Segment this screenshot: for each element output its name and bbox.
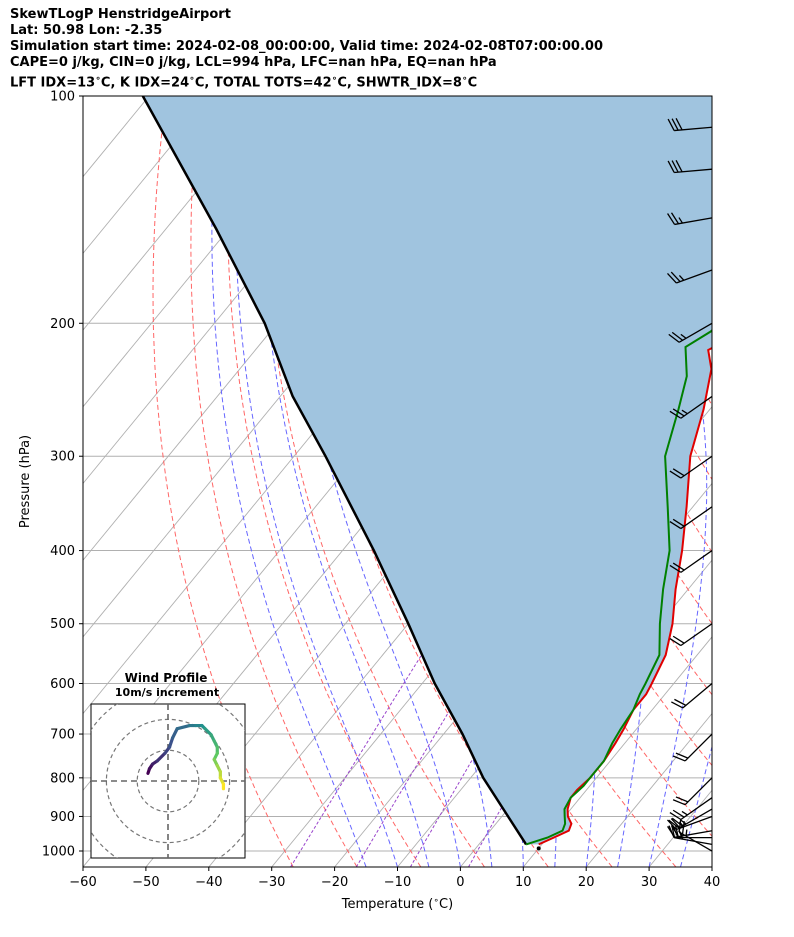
header-line-2: Lat: 50.98 Lon: -2.35 (10, 23, 163, 38)
wind-barb (667, 212, 713, 226)
hodograph-segment (167, 736, 175, 749)
wind-barb (669, 455, 713, 479)
x-tick-label: −50 (132, 875, 159, 890)
y-tick-label: 400 (50, 544, 75, 559)
hodograph-title: Wind Profile (125, 671, 208, 685)
hodograph-ring (136, 749, 200, 813)
moist-adiabat (211, 96, 367, 867)
y-axis-label: Pressure (hPa) (18, 435, 33, 528)
isotherm-line (83, 96, 213, 255)
wind-barbs (667, 118, 713, 852)
header-line-4: CAPE=0 j/kg, CIN=0 j/kg, LCL=994 hPa, LF… (10, 55, 497, 70)
header-line-3: Simulation start time: 2024-02-08_00:00:… (10, 39, 603, 54)
isotherm-line (585, 712, 712, 867)
x-tick-label: 0 (456, 875, 464, 890)
dry-adiabat (190, 96, 358, 867)
x-tick-label: −10 (384, 875, 411, 890)
y-tick-label: 800 (50, 771, 75, 786)
x-tick-label: 40 (704, 875, 721, 890)
wind-barb (667, 815, 713, 831)
dry-adiabat (152, 96, 294, 867)
surface-point (536, 846, 541, 851)
y-tick-label: 1000 (42, 845, 75, 860)
hodograph-segment (155, 751, 167, 763)
x-axis-label: Temperature (∘C) (341, 896, 453, 912)
y-tick-label: 900 (50, 810, 75, 825)
wind-barb (669, 506, 713, 530)
wind-barb (672, 777, 713, 806)
x-tick-label: 20 (578, 875, 595, 890)
wind-barb (669, 797, 713, 821)
y-tick-label: 500 (50, 617, 75, 632)
wind-barb (669, 623, 713, 647)
isotherm-line (711, 866, 712, 867)
header-line-1: SkewTLogP HenstridgeAirport (10, 7, 231, 22)
y-tick-label: 200 (50, 317, 75, 332)
wind-barb (668, 322, 713, 343)
x-tick-label: −30 (258, 875, 285, 890)
x-tick-label: −40 (195, 875, 222, 890)
hodograph-segment (175, 723, 192, 731)
hodograph-segment (171, 727, 179, 740)
x-tick-label: 10 (515, 875, 532, 890)
moist-adiabat (711, 865, 712, 867)
moist-adiabat (617, 96, 708, 867)
header-line-5: LFT IDX=13∘C, K IDX=24∘C, TOTAL TOTS=42∘… (10, 74, 478, 91)
parcel-profile-line (141, 96, 528, 846)
plot-area (83, 96, 712, 867)
x-tick-label: −20 (321, 875, 348, 890)
hodograph-subtitle: 10m/s increment (115, 686, 219, 699)
wind-barb (669, 395, 713, 419)
shaded-area (142, 96, 712, 845)
wind-barb (667, 269, 713, 284)
wind-barb (669, 550, 713, 573)
y-tick-label: 600 (50, 677, 75, 692)
wind-barb (672, 733, 713, 762)
wind-barb (667, 825, 713, 838)
wind-barb (671, 683, 713, 709)
y-tick-label: 300 (50, 450, 75, 465)
wind-barb (667, 159, 713, 174)
isotherm-line (83, 96, 276, 331)
temperature-profile-line (538, 346, 712, 846)
chart-header: SkewTLogP HenstridgeAirport Lat: 50.98 Lo… (10, 7, 603, 91)
x-tick-label: −60 (69, 875, 96, 890)
isotherm-line (522, 636, 712, 867)
mixing-ratio-line (290, 623, 442, 867)
dewpoint-profile-line (525, 329, 712, 846)
y-tick-label: 100 (50, 90, 75, 105)
wind-barb (668, 808, 713, 829)
y-tick-label: 700 (50, 728, 75, 743)
x-tick-label: 30 (641, 875, 658, 890)
wind-barb (667, 118, 713, 132)
